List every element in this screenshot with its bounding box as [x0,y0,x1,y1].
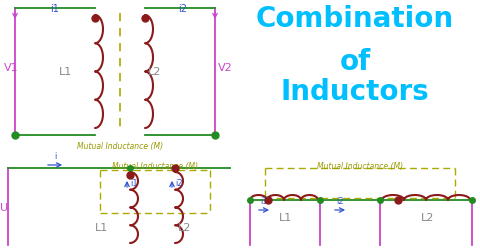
Text: i2: i2 [175,180,182,188]
Text: L1: L1 [278,213,292,223]
Text: Mutual Inductance (M): Mutual Inductance (M) [77,142,163,151]
Text: i1: i1 [50,4,59,14]
Text: L2: L2 [148,67,161,77]
Text: U: U [0,203,8,213]
Text: of: of [339,48,371,76]
Text: Mutual Inductance (M): Mutual Inductance (M) [112,162,198,171]
Text: i2: i2 [178,4,187,14]
Text: L1: L1 [95,223,108,233]
Text: V2: V2 [218,63,233,73]
Text: Mutual Inductance (M): Mutual Inductance (M) [317,162,403,171]
Text: L2: L2 [178,223,192,233]
Text: L1: L1 [59,67,72,77]
Text: Inductors: Inductors [281,78,430,106]
Text: i2: i2 [336,197,344,206]
Text: i1: i1 [130,180,138,188]
Text: i: i [54,152,56,161]
Text: V1: V1 [4,63,19,73]
Text: L2: L2 [421,213,435,223]
Text: i1: i1 [260,197,268,206]
Text: Combination: Combination [256,5,454,33]
